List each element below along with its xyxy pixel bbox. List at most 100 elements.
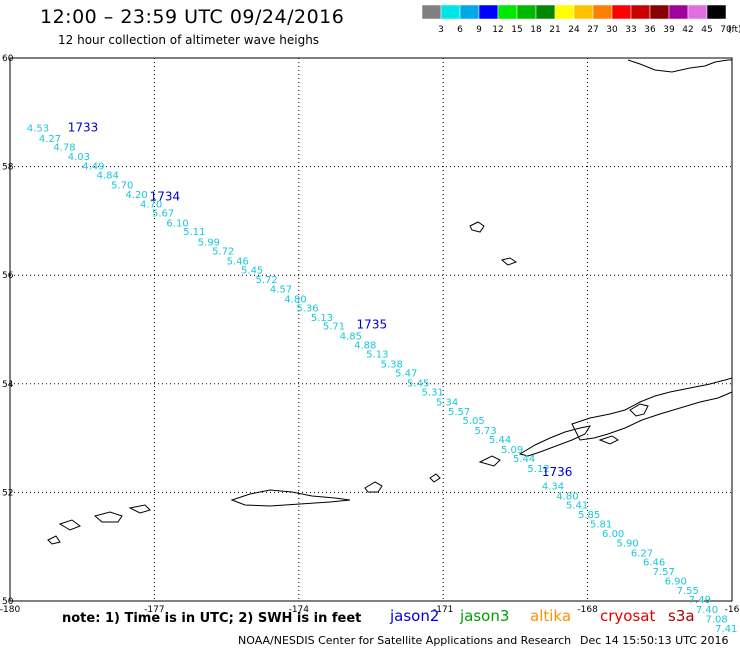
color-scale-unit: (ft): [728, 25, 740, 35]
wave-height-value: 4.80: [284, 294, 306, 305]
legend-s3a: s3a: [668, 607, 695, 625]
generated-timestamp: Dec 14 15:50:13 UTC 2016: [580, 634, 729, 647]
landmass-outline: [93, 511, 123, 523]
wave-height-value: 4.20: [126, 190, 148, 201]
wave-height-value: 5.13: [311, 313, 333, 324]
wave-height-value: 5.36: [296, 304, 318, 315]
lon-tick-label: -171: [433, 605, 453, 615]
wave-height-value: 4.57: [270, 285, 292, 296]
color-scale-label: 36: [644, 25, 656, 35]
wave-height-value: 5.31: [422, 388, 444, 399]
wave-height-value: 4.84: [97, 171, 119, 182]
wave-height-value: 5.99: [198, 237, 220, 248]
track-times: 17331734173517361737: [68, 120, 573, 479]
wave-height-value: 6.46: [643, 558, 665, 569]
color-scale-label: 3: [438, 25, 444, 35]
wave-height-value: 5.70: [111, 180, 133, 191]
landmass-outline: [500, 257, 518, 266]
wave-height-value: 4.70: [140, 199, 162, 210]
color-scale-label: 21: [549, 25, 560, 35]
wave-height-value: 5.81: [590, 520, 612, 531]
lat-tick-label: 58: [2, 163, 14, 173]
wave-height-value: 7.40: [696, 605, 718, 616]
color-scale-label: 45: [701, 25, 712, 35]
footer: NOAA/NESDIS Center for Satellite Applica…: [238, 634, 728, 647]
wave-height-value: 5.44: [513, 454, 535, 465]
lat-tick-label: 54: [2, 380, 14, 390]
lon-tick-label: -16: [725, 605, 740, 615]
color-scale-label: 24: [568, 25, 580, 35]
landmass-outline: [627, 59, 732, 73]
wave-height-value: 4.27: [39, 134, 61, 145]
wave-height-value: 6.27: [631, 548, 653, 559]
wave-height-value: 5.46: [227, 256, 249, 267]
wave-height-value: 4.49: [82, 161, 104, 172]
pass-time-label: 1736: [542, 465, 573, 479]
credit-text: NOAA/NESDIS Center for Satellite Applica…: [238, 634, 572, 647]
landmass-outline: [518, 425, 592, 457]
landmass-outline: [47, 535, 61, 545]
color-scale-label: 42: [682, 25, 693, 35]
wave-height-value: 7.49: [689, 595, 711, 606]
landmass-outline: [230, 489, 351, 507]
color-scale-label: 18: [530, 25, 542, 35]
wave-height-value: 6.10: [166, 218, 188, 229]
lat-tick-label: 60: [2, 54, 14, 64]
page-subtitle: 12 hour collection of altimeter wave hei…: [58, 33, 320, 47]
wave-height-value: 6.90: [665, 577, 687, 588]
wave-height-value: 4.03: [68, 152, 90, 163]
wave-height-value: 5.85: [578, 510, 600, 521]
coastline: [47, 59, 733, 545]
color-scale-label: 9: [476, 25, 482, 35]
wave-height-value: 6.00: [602, 529, 624, 540]
wave-height-value: 5.45: [241, 266, 263, 277]
pass-time-label: 1735: [357, 317, 388, 331]
legend-altika: altika: [530, 607, 572, 625]
color-scale-label: 39: [663, 25, 675, 35]
wave-height-value: 7.55: [677, 586, 699, 597]
wave-height-value: 5.72: [212, 247, 234, 258]
pass-time-label: 1733: [68, 120, 99, 134]
wave-height-value: 5.57: [448, 407, 470, 418]
color-scale-label: 6: [457, 25, 463, 35]
map-grid: [10, 58, 732, 601]
color-scale-label: 70: [720, 25, 732, 35]
wave-height-value: 4.78: [53, 142, 75, 153]
wave-height-value: 5.45: [407, 379, 429, 390]
wave-height-value: 4.88: [354, 341, 376, 352]
color-scale-label: 15: [511, 25, 522, 35]
lat-tick-label: 56: [2, 271, 14, 281]
color-scale-label: 12: [492, 25, 503, 35]
landmass-outline: [629, 403, 649, 417]
legend-cryosat: cryosat: [600, 607, 656, 625]
lon-tick-label: -180: [0, 605, 20, 615]
pass-time-label: 1734: [150, 189, 181, 203]
wave-height-value: 7.08: [706, 615, 728, 626]
wave-height-value: 5.05: [462, 416, 484, 427]
wave-height-value: 5.12: [527, 464, 549, 475]
wave-height-value: 5.72: [255, 275, 277, 286]
landmass-outline: [128, 504, 151, 514]
longitude-labels: -180 -177 -174 -171 -168 -16: [0, 605, 740, 615]
wave-height-value: 5.41: [566, 501, 588, 512]
satellite-track: 4.534.274.784.034.494.845.704.204.705.67…: [27, 123, 738, 635]
lon-tick-label: -174: [289, 605, 310, 615]
landmass-outline: [598, 435, 619, 445]
landmass-outline: [364, 481, 383, 493]
landmass-outline: [478, 455, 501, 467]
landmass-outline: [469, 221, 485, 233]
landmass-outline: [429, 473, 441, 483]
wave-height-value: 4.53: [27, 123, 49, 134]
color-scale-label: 30: [606, 25, 618, 35]
map-frame: [9, 57, 733, 602]
wave-height-value: 5.44: [489, 435, 511, 446]
wave-height-value: 4.34: [542, 482, 564, 493]
lat-tick-label: 52: [2, 488, 13, 498]
wave-height-value: 5.47: [395, 369, 417, 380]
color-swatch: [706, 5, 727, 20]
wave-height-value: 7.57: [653, 567, 675, 578]
latitude-labels: 60 58 56 54 52 50: [2, 54, 14, 607]
wave-height-value: 5.90: [616, 539, 638, 550]
wave-height-value: 5.71: [323, 322, 345, 333]
